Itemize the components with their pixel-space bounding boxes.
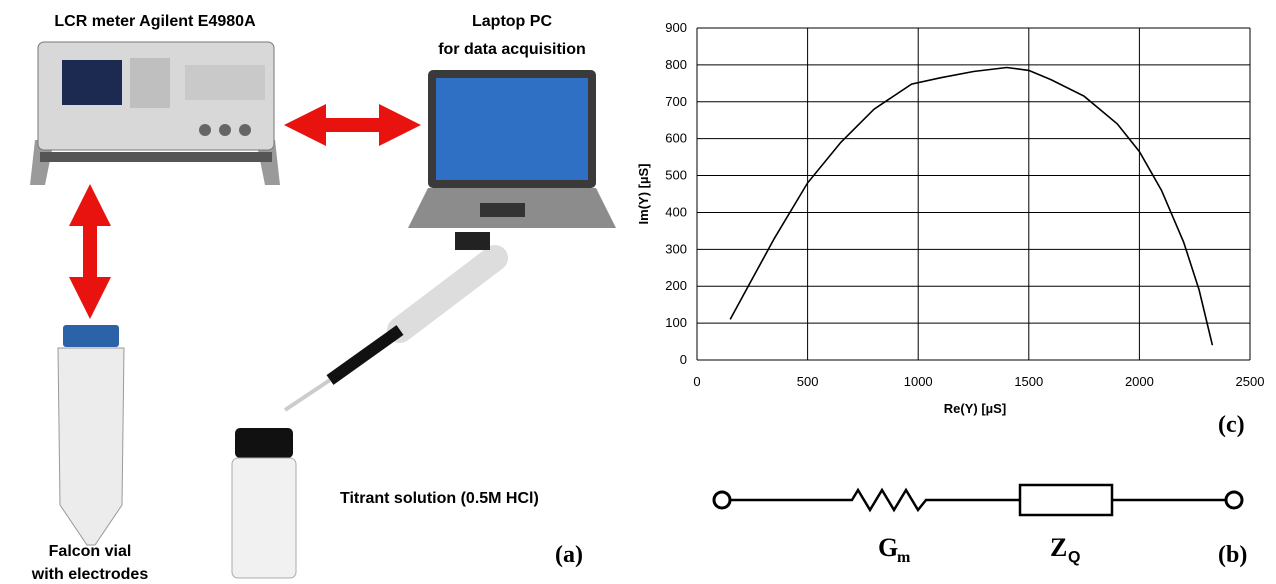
panel-label: (b) <box>1218 542 1247 568</box>
y-tick-label: 600 <box>665 131 687 146</box>
x-axis-label: Re(Y) [µS] <box>944 401 1006 416</box>
y-tick-label: 500 <box>665 168 687 183</box>
circuit: G m Z Q (b) <box>712 483 1247 568</box>
x-tick-label: 1000 <box>904 374 933 389</box>
x-tick-label: 0 <box>693 374 700 389</box>
y-tick-label: 700 <box>665 94 687 109</box>
laptop-label: Laptop PC <box>472 13 552 30</box>
impedance-symbol: Z <box>1050 533 1067 562</box>
y-tick-label: 0 <box>680 352 687 367</box>
data-line <box>729 66 1214 346</box>
falcon-vial <box>57 325 125 546</box>
vial-label: with electrodes <box>31 566 149 583</box>
y-tick-label: 900 <box>665 20 687 35</box>
panel-label: (c) <box>1218 412 1245 438</box>
panel-label: (a) <box>555 542 583 568</box>
conductance-symbol: G <box>878 533 898 562</box>
laptop <box>408 70 616 228</box>
y-tick-label: 200 <box>665 278 687 293</box>
titrant-label: Titrant solution (0.5M HCl) <box>340 490 539 507</box>
x-tick-label: 500 <box>797 374 819 389</box>
conductance-subscript: m <box>897 549 911 566</box>
x-tick-label: 2500 <box>1236 374 1265 389</box>
laptop-label: for data acquisition <box>438 41 586 58</box>
vial-label: Falcon vial <box>49 543 132 560</box>
bottle <box>231 428 297 579</box>
lcr-meter <box>30 41 280 185</box>
pipette <box>283 232 508 412</box>
setup-panel: LCR meter Agilent E4980A Laptop PC for d… <box>30 13 616 583</box>
y-tick-label: 800 <box>665 57 687 72</box>
impedance-subscript: Q <box>1068 549 1080 566</box>
x-tick-label: 2000 <box>1125 374 1154 389</box>
y-tick-label: 300 <box>665 241 687 256</box>
y-tick-label: 400 <box>665 204 687 219</box>
x-tick-label: 1500 <box>1014 374 1043 389</box>
chart: Re(Y) [µS] Im(Y) [µS] (c) 0 100 200 300 400 5… <box>636 20 1264 438</box>
lcr-label: LCR meter Agilent E4980A <box>54 13 256 30</box>
y-tick-label: 100 <box>665 315 687 330</box>
y-axis-label: Im(Y) [µS] <box>636 164 651 225</box>
